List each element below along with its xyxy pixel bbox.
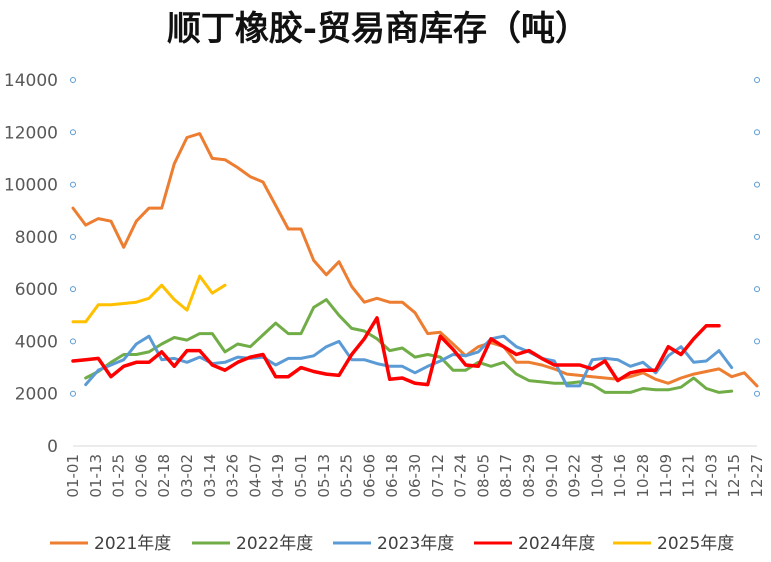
x-tick-label: 08-29 [520, 454, 538, 498]
x-tick-label: 10-04 [588, 454, 606, 498]
y-tick-label: 10000 [4, 176, 58, 196]
x-tick-label: 05-01 [292, 454, 310, 498]
x-tick-label: 10-16 [611, 454, 629, 498]
series-line-2024年度 [71, 316, 721, 387]
right-tick-marker [754, 129, 760, 136]
right-tick-marker [754, 233, 760, 240]
x-tick-label: 03-02 [178, 454, 196, 498]
x-tick-label: 03-14 [201, 454, 219, 498]
series-line-2025年度 [71, 274, 227, 324]
y-axis: 0 2000 4000 6000 8000 10000 12000 14000 [4, 71, 76, 457]
x-tick-label: 03-26 [224, 454, 242, 498]
legend-label: 2023年度 [377, 534, 454, 554]
legend: 2021年度 2022年度 2023年度 2024年度 2025年度 [50, 534, 734, 554]
legend-label: 2024年度 [518, 534, 595, 554]
legend-item: 2024年度 [474, 534, 595, 554]
legend-item: 2023年度 [333, 534, 454, 554]
right-tick-marker [754, 181, 760, 188]
series-line-2021年度 [71, 132, 759, 388]
x-tick-label: 08-17 [497, 454, 515, 498]
y-tick-marker [70, 181, 76, 188]
y-tick-marker [70, 233, 76, 240]
series-lines [71, 132, 759, 394]
x-tick-label: 04-19 [269, 454, 287, 498]
x-tick-label: 06-30 [406, 454, 424, 498]
x-tick-label: 12-27 [748, 454, 766, 498]
right-tick-marker [754, 286, 760, 293]
x-tick-label: 10-28 [634, 454, 652, 498]
y-tick-label: 2000 [15, 385, 58, 405]
legend-item: 2025年度 [613, 534, 734, 554]
series-line-2022年度 [84, 298, 734, 394]
y-tick-marker [70, 129, 76, 136]
right-tick-marker [754, 338, 760, 345]
series-line-2023年度 [84, 334, 734, 388]
x-tick-label: 06-06 [360, 454, 378, 498]
y-tick-label: 6000 [15, 280, 58, 300]
x-tick-label: 05-25 [338, 454, 356, 498]
legend-item: 2022年度 [192, 534, 313, 554]
legend-label: 2025年度 [657, 534, 734, 554]
x-tick-label: 01-25 [110, 454, 128, 498]
x-tick-label: 05-13 [315, 454, 333, 498]
y-tick-label: 4000 [15, 332, 58, 352]
right-tick-marker [754, 390, 760, 397]
legend-label: 2021年度 [94, 534, 171, 554]
y-tick-label: 0 [47, 437, 58, 457]
x-tick-label: 11-09 [657, 454, 675, 498]
x-tick-label: 04-07 [246, 454, 264, 498]
x-tick-label: 09-22 [566, 454, 584, 498]
x-tick-label: 08-05 [474, 454, 492, 498]
right-tick-marker [754, 77, 760, 83]
legend-label: 2022年度 [236, 534, 313, 554]
y-tick-marker [70, 286, 76, 293]
y-tick-label: 12000 [4, 123, 58, 143]
right-axis-markers [754, 77, 760, 397]
legend-item: 2021年度 [50, 534, 171, 554]
y-tick-marker [70, 390, 76, 397]
x-tick-label: 02-18 [155, 454, 173, 498]
y-tick-marker [70, 338, 76, 345]
y-tick-marker [70, 77, 76, 83]
x-tick-label: 07-12 [429, 454, 447, 498]
chart-title: 顺丁橡胶-贸易商库存（吨） [167, 9, 589, 49]
y-tick-label: 8000 [15, 228, 58, 248]
x-tick-label: 12-15 [725, 454, 743, 498]
x-tick-label: 07-24 [452, 454, 470, 498]
x-tick-label: 11-21 [680, 454, 698, 498]
x-tick-label: 06-18 [383, 454, 401, 498]
x-tick-label: 09-10 [543, 454, 561, 498]
x-tick-label: 12-03 [702, 454, 720, 498]
x-axis: 01-01 01-13 01-25 02-06 02-18 03-02 03-14 03-26… [64, 454, 766, 498]
x-tick-label: 01-01 [64, 454, 82, 498]
y-tick-label: 14000 [4, 71, 58, 91]
x-tick-label: 01-13 [87, 454, 105, 498]
x-tick-label: 02-06 [132, 454, 150, 498]
